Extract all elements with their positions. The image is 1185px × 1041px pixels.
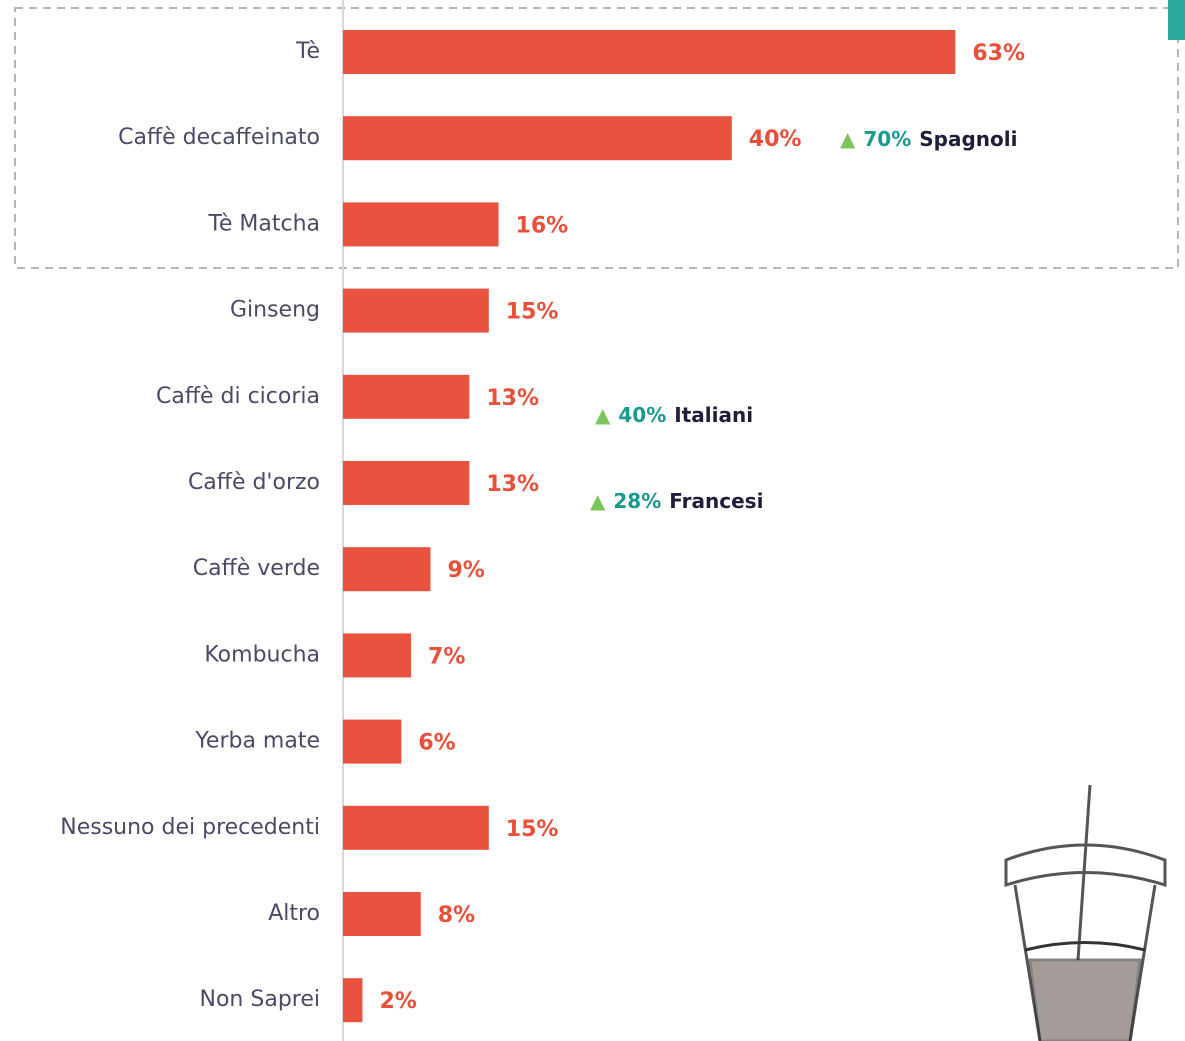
category-label: Caffè di cicoria [156, 384, 320, 409]
annotation-pct: 40% [618, 403, 666, 427]
value-label: 13% [486, 472, 539, 497]
bar [343, 892, 421, 936]
corner-tab [1168, 0, 1185, 40]
annotation-pct: 28% [613, 489, 661, 513]
value-label: 6% [418, 731, 455, 756]
annotation-marker: ▲ [840, 127, 856, 151]
annotation: ▲ 28% Francesi [590, 489, 763, 513]
category-label: Ginseng [230, 298, 320, 323]
value-label: 15% [506, 300, 559, 325]
bar [343, 30, 956, 74]
value-label: 7% [428, 644, 465, 669]
bar [343, 461, 470, 505]
annotation-marker: ▲ [590, 489, 606, 513]
bar [343, 288, 489, 333]
cup-illustration [1004, 784, 1167, 1041]
category-label: Altro [268, 901, 320, 926]
annotation: ▲ 70% Spagnoli [840, 127, 1018, 151]
annotation-group: Francesi [669, 489, 763, 513]
category-label: Non Saprei [200, 987, 320, 1012]
annotation: ▲ 40% Italiani [595, 403, 753, 427]
value-label: 9% [447, 558, 484, 583]
category-label: Caffè d'orzo [188, 470, 320, 495]
bar [343, 978, 363, 1023]
bar [343, 547, 431, 592]
category-label: Tè Matcha [208, 211, 320, 236]
bar [343, 719, 402, 764]
category-label: Caffè decaffeinato [118, 125, 320, 150]
bar [343, 633, 412, 678]
value-label: 13% [486, 386, 539, 411]
value-label: 16% [516, 213, 569, 238]
value-label: 63% [972, 41, 1025, 66]
value-label: 8% [438, 903, 475, 928]
bar [343, 374, 470, 419]
bar [343, 116, 732, 161]
value-label: 40% [749, 127, 802, 152]
annotation-marker: ▲ [595, 403, 611, 427]
category-label: Caffè verde [193, 556, 320, 581]
bar [343, 202, 499, 247]
bar [343, 805, 489, 850]
category-label: Nessuno dei precedenti [60, 815, 320, 840]
category-label: Yerba mate [194, 729, 320, 754]
annotation-group: Spagnoli [919, 127, 1017, 151]
annotation-pct: 70% [863, 127, 911, 151]
annotation-group: Italiani [674, 403, 753, 427]
category-label: Tè [295, 39, 320, 64]
value-label: 2% [379, 989, 416, 1014]
highlight-box [14, 7, 1179, 269]
value-label: 15% [506, 817, 559, 842]
category-label: Kombucha [204, 642, 320, 667]
